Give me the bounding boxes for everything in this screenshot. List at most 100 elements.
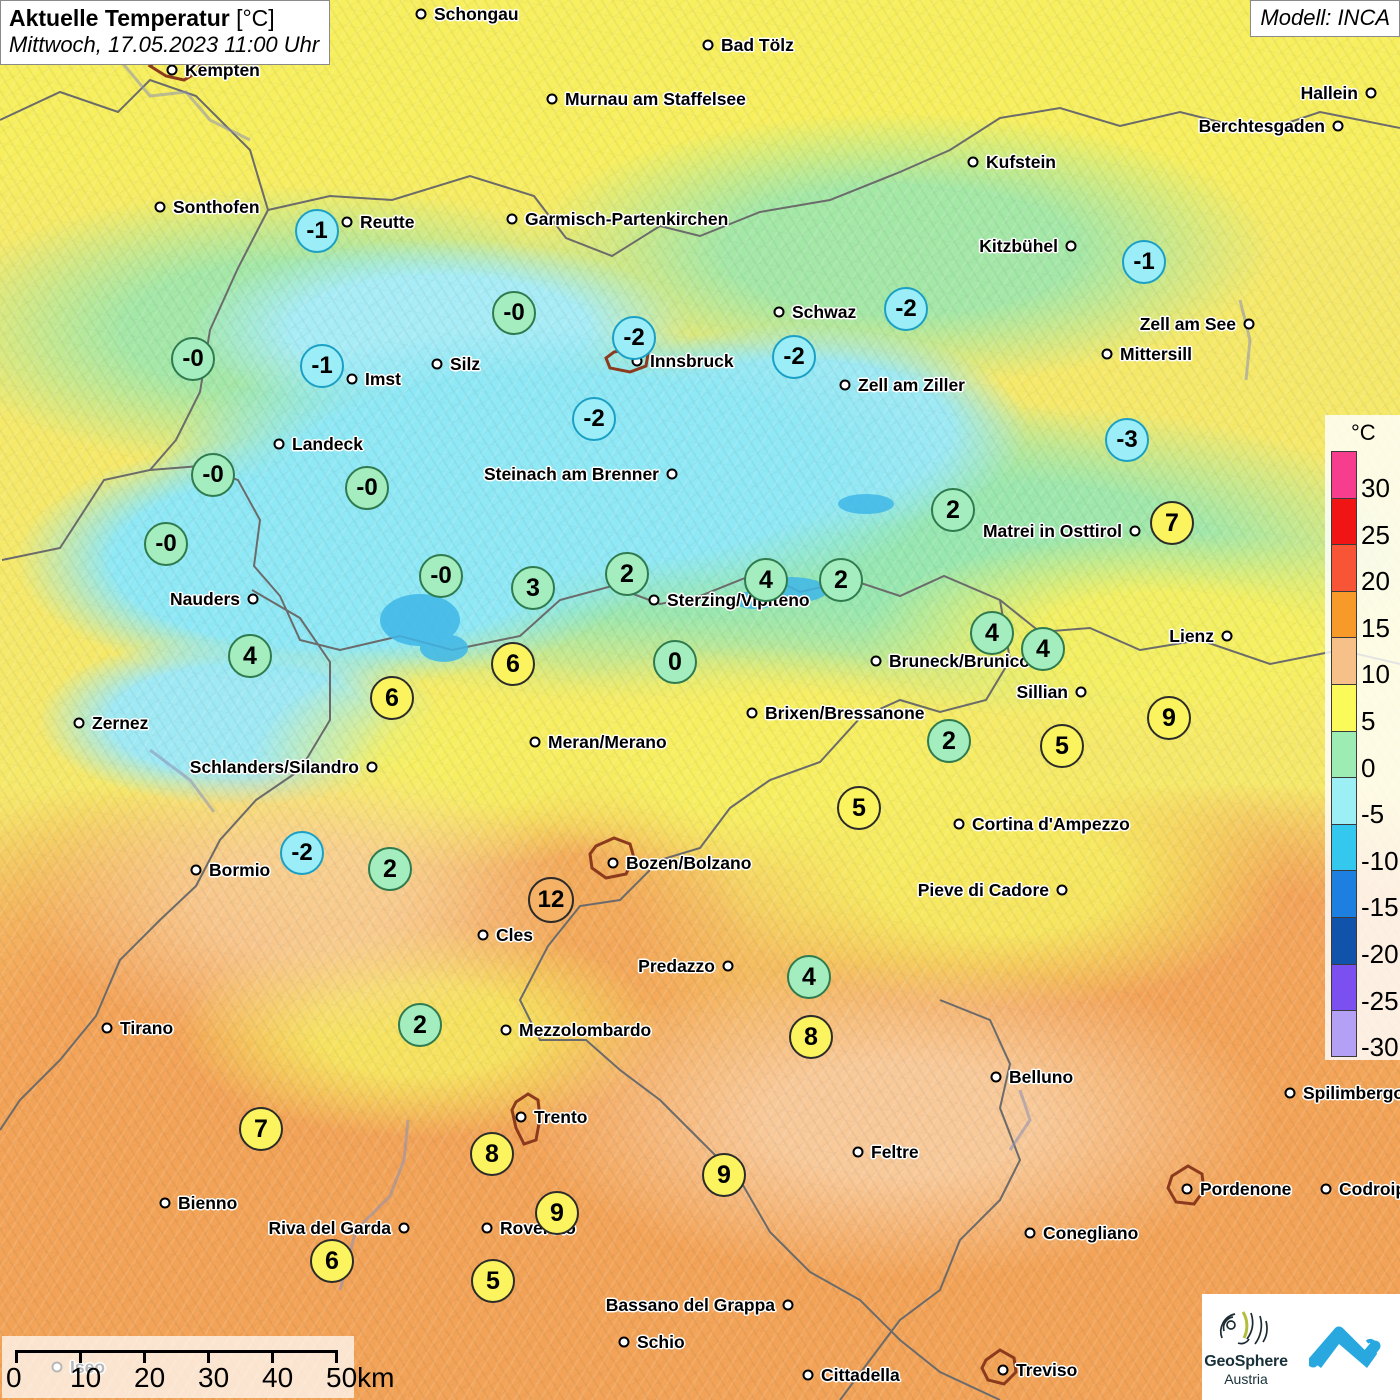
city-dot-icon xyxy=(431,358,443,370)
city-dot-icon xyxy=(1181,1183,1193,1195)
model-label: Modell: INCA xyxy=(1250,0,1400,37)
city-label: Steinach am Brenner xyxy=(483,464,659,484)
legend-tick--5: -5 xyxy=(1361,799,1385,830)
temperature-bubble: 4 xyxy=(228,634,272,678)
temperature-bubble: 8 xyxy=(470,1132,514,1176)
city-dot-icon xyxy=(648,594,660,606)
legend-tick-20: 20 xyxy=(1361,566,1390,597)
geosphere-mark-icon xyxy=(1219,1311,1268,1345)
city-label: Spilimbergo xyxy=(1303,1083,1400,1103)
city-dot-icon xyxy=(967,156,979,168)
city-dot-icon xyxy=(506,213,518,225)
temperature-bubble: -1 xyxy=(1122,240,1166,284)
city-dot-icon xyxy=(346,373,358,385)
city-dot-icon xyxy=(666,468,678,480)
city-dot-icon xyxy=(990,1071,1002,1083)
legend-swatch-20 xyxy=(1331,544,1357,591)
city-label: Brixen/Bressanone xyxy=(765,703,925,723)
legend-tick--25: -25 xyxy=(1361,985,1399,1016)
legend-swatch--20 xyxy=(1331,916,1357,964)
title-text: Aktuelle Temperatur xyxy=(9,5,230,31)
temperature-bubble: -0 xyxy=(171,337,215,381)
city-label: Bassano del Grappa xyxy=(605,1295,775,1315)
city-dot-icon xyxy=(1332,120,1344,132)
temperature-bubble: 2 xyxy=(368,847,412,891)
timestamp: Mittwoch, 17.05.2023 11:00 Uhr xyxy=(9,32,320,58)
city-label: Mittersill xyxy=(1120,344,1192,364)
temperature-bubble: 2 xyxy=(819,558,863,602)
partner-logo xyxy=(1290,1294,1400,1400)
scale-tick xyxy=(271,1350,274,1363)
city-dot-icon xyxy=(515,1111,527,1123)
scale-label-0: 0 xyxy=(6,1362,22,1393)
city-dot-icon xyxy=(746,707,758,719)
temperature-bubble: 2 xyxy=(927,719,971,763)
city-dot-icon xyxy=(1284,1087,1296,1099)
city-dot-icon xyxy=(481,1222,493,1234)
city-label: Schongau xyxy=(434,4,519,24)
temperature-bubble: -2 xyxy=(612,316,656,360)
legend-swatch-0 xyxy=(1331,730,1357,778)
title-unit: [°C] xyxy=(236,5,275,31)
city-dot-icon xyxy=(477,929,489,941)
city-dot-icon xyxy=(1243,318,1255,330)
city-label: Kufstein xyxy=(986,152,1056,172)
legend-tick-0: 0 xyxy=(1361,752,1376,783)
city-dot-icon xyxy=(618,1336,630,1348)
scale-tick xyxy=(143,1350,146,1363)
city-dot-icon xyxy=(366,761,378,773)
city-label: Feltre xyxy=(871,1142,919,1162)
city-label: Tirano xyxy=(120,1018,174,1038)
logo-bar: GeoSphere Austria xyxy=(1202,1294,1400,1400)
city-label: Mezzolombardo xyxy=(519,1020,652,1040)
city-dot-icon xyxy=(702,39,714,51)
city-label: Predazzo xyxy=(638,956,715,976)
city-label: Berchtesgaden xyxy=(1198,116,1325,136)
city-dot-icon xyxy=(802,1369,814,1381)
temperature-bubble: -2 xyxy=(884,287,928,331)
city-label: Riva del Garda xyxy=(268,1218,391,1238)
city-label: Cortina d'Ampezzo xyxy=(972,814,1130,834)
legend-tick-5: 5 xyxy=(1361,706,1376,736)
scale-label-40: 40 xyxy=(262,1362,294,1393)
city-dot-icon xyxy=(154,201,166,213)
legend-tick--30: -30 xyxy=(1361,1032,1399,1063)
scale-label-50km: 50km xyxy=(326,1362,395,1393)
city-label: Lienz xyxy=(1169,626,1214,646)
city-label: Nauders xyxy=(169,589,240,609)
city-dot-icon xyxy=(73,717,85,729)
city-dot-icon xyxy=(773,306,785,318)
scale-label-30: 30 xyxy=(198,1362,230,1393)
legend-tick--10: -10 xyxy=(1361,845,1399,876)
city-dot-icon xyxy=(159,1197,171,1209)
city-label: Conegliano xyxy=(1043,1223,1139,1243)
temperature-bubble: 9 xyxy=(702,1153,746,1197)
city-label: Kempten xyxy=(185,60,260,80)
city-label: Pordenone xyxy=(1200,1179,1292,1199)
temperature-bubble: 4 xyxy=(1021,627,1065,671)
city-label: Sillian xyxy=(1016,682,1068,702)
city-label: Imst xyxy=(365,369,401,389)
city-dot-icon xyxy=(1221,630,1233,642)
legend-unit-label: °C xyxy=(1351,420,1376,445)
city-label: Bozen/Bolzano xyxy=(626,853,752,873)
city-dot-icon xyxy=(398,1222,410,1234)
city-label: Bienno xyxy=(178,1193,238,1213)
city-label: Landeck xyxy=(292,434,363,454)
city-dot-icon xyxy=(415,8,427,20)
legend-tick-10: 10 xyxy=(1361,659,1390,690)
city-dot-icon xyxy=(190,864,202,876)
city-label: Bormio xyxy=(209,860,271,880)
legend-swatch-15 xyxy=(1331,590,1357,638)
city-label: Zernez xyxy=(92,713,149,733)
temperature-bubble: 8 xyxy=(789,1015,833,1059)
city-label: Bad Tölz xyxy=(721,35,794,55)
city-dot-icon xyxy=(722,960,734,972)
city-dot-icon xyxy=(839,379,851,391)
city-label: Sterzing/Vipiteno xyxy=(667,590,810,610)
scale-bar: 0 10 20 30 40 50km xyxy=(2,1336,394,1398)
temperature-bubble: 3 xyxy=(511,566,555,610)
mountain-arrow-icon xyxy=(1309,1326,1381,1368)
temperature-bubble: 7 xyxy=(1150,501,1194,545)
